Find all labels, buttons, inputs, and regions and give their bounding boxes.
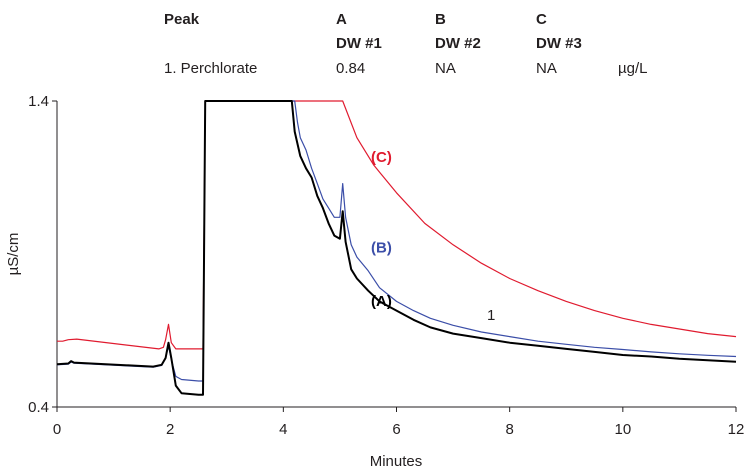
x-tick-label: 12 xyxy=(728,421,745,438)
y-axis-title: µS/cm xyxy=(5,233,22,276)
series-layer xyxy=(56,100,737,396)
y-tick-label: 0.4 xyxy=(28,399,49,416)
peak-label: 1 xyxy=(487,307,495,324)
table-header-a: A xyxy=(336,11,347,28)
y-axis-ticks: 0.4 1.4 xyxy=(28,93,57,416)
x-axis-title: Minutes xyxy=(370,453,423,470)
results-table: Peak A B C DW #1 DW #2 DW #3 1. Perchlor… xyxy=(164,11,648,77)
table-subheader-a: DW #1 xyxy=(336,35,382,52)
x-tick-label: 8 xyxy=(505,421,513,438)
table-header-c: C xyxy=(536,11,547,28)
x-tick-label: 10 xyxy=(614,421,631,438)
x-tick-label: 0 xyxy=(53,421,61,438)
series-label-c: (C) xyxy=(371,149,392,166)
table-header-b: B xyxy=(435,11,446,28)
table-subheader-c: DW #3 xyxy=(536,35,582,52)
x-axis-ticks: 0 2 4 6 8 10 12 xyxy=(53,407,745,438)
series-label-a: (A) xyxy=(371,293,392,310)
y-tick-label: 1.4 xyxy=(28,93,49,110)
x-tick-label: 4 xyxy=(279,421,287,438)
table-row-unit: µg/L xyxy=(618,60,648,77)
table-row-b: NA xyxy=(435,60,456,77)
axes: 0 2 4 6 8 10 12 0.4 1.4 Minutes µS/cm xyxy=(5,93,744,470)
x-tick-label: 6 xyxy=(392,421,400,438)
table-row-c: NA xyxy=(536,60,557,77)
table-subheader-b: DW #2 xyxy=(435,35,481,52)
series-label-b: (B) xyxy=(371,239,392,256)
annotation-layer: (C) (B) (A) 1 xyxy=(371,149,495,324)
table-row-peak: 1. Perchlorate xyxy=(164,60,257,77)
series-line-c xyxy=(57,100,737,350)
table-row-a: 0.84 xyxy=(336,60,365,77)
table-header-peak: Peak xyxy=(164,11,200,28)
series-line-b xyxy=(56,100,737,382)
x-tick-label: 2 xyxy=(166,421,174,438)
series-line-a xyxy=(56,100,737,396)
